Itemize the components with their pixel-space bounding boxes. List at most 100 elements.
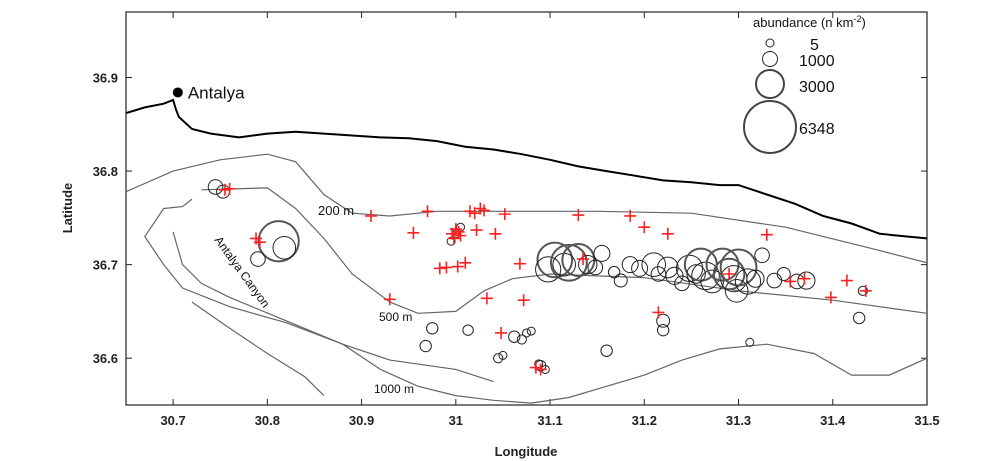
- abundance-circle: [607, 265, 621, 279]
- abundance-circle: [526, 326, 536, 336]
- abundance-circle: [578, 254, 598, 275]
- x-tick-label: 30.9: [349, 413, 374, 428]
- abundance-circle: [593, 244, 611, 262]
- station-marker: [383, 293, 396, 306]
- station-marker: [798, 272, 811, 285]
- y-tick-label: 36.7: [93, 258, 118, 273]
- abundance-circle: [705, 247, 740, 282]
- abundance-circle: [641, 252, 667, 277]
- depth-contour-deep: [172, 231, 494, 383]
- station-marker: [407, 226, 420, 239]
- station-marker: [421, 205, 434, 218]
- legend-label-6348: 6348: [799, 121, 835, 138]
- station-marker: [661, 227, 674, 240]
- station-marker: [223, 182, 236, 195]
- x-tick-label: 31.4: [820, 413, 846, 428]
- abundance-circle: [734, 268, 762, 295]
- legend-circle-1000: [762, 51, 778, 67]
- station-marker: [449, 223, 462, 236]
- abundance-circle: [613, 273, 628, 288]
- abundance-circle: [600, 344, 613, 357]
- legend-circle-5: [765, 38, 775, 48]
- contour-label-200: 200 m: [318, 203, 354, 218]
- abundance-circle: [462, 324, 474, 336]
- x-tick-label: 30.7: [160, 413, 185, 428]
- abundance-circle: [522, 328, 531, 338]
- legend-title: abundance (n km-2): [753, 14, 866, 30]
- station-marker: [454, 229, 467, 242]
- city-label: Antalya: [188, 83, 245, 102]
- station-marker: [459, 256, 472, 269]
- abundance-circle: [207, 179, 224, 195]
- y-tick-label: 36.6: [93, 351, 118, 366]
- abundance-circle: [656, 323, 670, 337]
- station-marker: [517, 294, 530, 307]
- legend-circle-6348: [743, 100, 797, 154]
- abundance-circle: [419, 339, 432, 353]
- station-marker: [480, 292, 493, 305]
- abundance-circle: [686, 264, 706, 284]
- station-marker: [451, 260, 464, 273]
- abundance-circle: [712, 257, 746, 291]
- legend-label-5: 5: [810, 37, 819, 54]
- abundance-circle: [536, 241, 574, 279]
- abundance-circle: [657, 256, 679, 279]
- x-tick-label: 31.5: [914, 413, 939, 428]
- station-marker: [723, 268, 736, 280]
- x-tick-label: 30.8: [255, 413, 280, 428]
- abundance-circle: [516, 334, 527, 345]
- abundance-circle: [797, 271, 816, 290]
- station-marker: [652, 306, 665, 319]
- station-marker: [824, 291, 837, 304]
- depth-contour-500m: [201, 187, 927, 314]
- station-marker: [513, 257, 526, 270]
- station-marker: [638, 221, 651, 234]
- station-marker: [498, 208, 511, 221]
- abundance-circle: [550, 243, 588, 282]
- coastline: [126, 98, 927, 240]
- abundance-circle: [852, 311, 866, 325]
- abundance-circle: [719, 248, 758, 287]
- abundance-circle: [656, 313, 671, 328]
- station-marker: [495, 326, 508, 339]
- station-marker: [447, 232, 460, 245]
- abundance-circle: [745, 337, 755, 347]
- depth-contour-200m: [126, 153, 927, 264]
- abundance-circle: [250, 251, 266, 267]
- station-marker: [478, 204, 491, 217]
- axis-ticks: 30.7 30.8 30.9 31 31.1 31.2 31.3 31.4 31.5 36.6 36…: [93, 12, 940, 428]
- abundance-circle: [508, 330, 521, 343]
- legend-circle-3000: [755, 69, 785, 99]
- station-marker: [784, 275, 797, 288]
- city-marker-icon: [172, 87, 183, 98]
- depth-contour-deep-2: [191, 301, 325, 397]
- abundance-circle: [621, 256, 639, 274]
- station-marker: [572, 209, 585, 222]
- station-marker: [577, 253, 590, 266]
- abundance-circle: [493, 353, 504, 364]
- legend: abundance (n km-2) 5 1000 3000 6348: [743, 14, 866, 154]
- abundance-circle: [631, 259, 649, 277]
- abundance-circle: [746, 269, 765, 288]
- sampling-stations: [218, 182, 872, 376]
- station-marker: [253, 236, 266, 249]
- abundance-circle: [272, 236, 297, 260]
- station-marker: [534, 363, 547, 376]
- station-marker: [433, 262, 446, 275]
- legend-label-1000: 1000: [799, 53, 835, 70]
- abundance-circles: [207, 179, 869, 374]
- x-axis-title: Longitude: [495, 444, 558, 459]
- y-tick-label: 36.8: [93, 164, 118, 179]
- y-axis-title: Latitude: [60, 183, 75, 234]
- station-marker: [365, 209, 378, 222]
- abundance-circle: [754, 247, 770, 264]
- x-tick-label: 31.2: [632, 413, 657, 428]
- x-tick-label: 31.3: [726, 413, 751, 428]
- contour-label-1000: 1000 m: [374, 382, 414, 396]
- station-marker: [624, 209, 637, 222]
- contour-label-500: 500 m: [379, 310, 412, 324]
- depth-contour-1000m: [144, 198, 927, 404]
- abundance-circle: [446, 236, 456, 246]
- station-marker: [760, 228, 773, 241]
- abundance-circle: [724, 279, 749, 303]
